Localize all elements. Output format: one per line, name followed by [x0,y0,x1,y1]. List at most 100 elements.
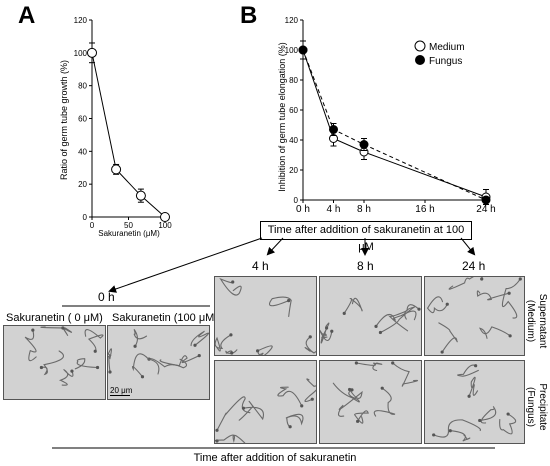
spore [330,329,334,333]
col-header-24h: 24 h [462,259,486,273]
spore [310,397,314,401]
panel-a-y-tick-label: 0 [83,213,88,222]
panel-a-y-tick-label: 40 [78,147,87,156]
panel-a-point [135,190,146,201]
panel-b-x-tick-label: 4 h [327,204,341,215]
hypha-strand [448,277,483,290]
hypha-strand [355,362,383,372]
panel-a-chart: 0 20 40 60 80 100 120 0 50 100 Ratio of germ tube… [59,16,172,238]
spore [391,361,395,365]
hypha-strand [304,378,316,403]
arrow-24h [460,237,476,256]
panel-a-point [111,164,122,175]
spore [133,344,137,348]
arrow-4h [266,237,284,256]
panel-b-point-fungus [329,125,338,134]
panel-b-y-tick-label: 120 [285,16,299,25]
hypha-strand [190,330,209,347]
hypha-strand [499,413,517,435]
panel-a-xlabel: Sakuranetin (μM) [98,229,160,238]
spore [229,333,233,337]
hypha-strand [58,368,74,386]
hypha-strand [476,290,510,301]
spore [61,326,65,330]
hypha-strand [84,329,104,352]
hypha-strand [320,329,333,341]
panel-a-x-tick-label: 50 [124,221,133,230]
panel-b-x-tick-label: 8 h [357,204,371,215]
hypha-strand [343,297,363,314]
spore [93,349,97,353]
panel-a-ylabel: Ratio of germ tube growth (%) [59,60,69,180]
spore [324,326,329,330]
spore [215,428,219,432]
spore [432,433,436,437]
legend-medium-marker [414,40,426,52]
hypha-strand [433,419,482,438]
spore [508,334,512,338]
spore [342,311,346,315]
spore [230,351,234,355]
hypha-strand [479,326,511,339]
spore [197,353,201,358]
spore [440,350,444,354]
spore [241,406,246,410]
right-micro-label: Sakuranetin (100 μM) [112,312,218,324]
spore [39,365,44,370]
spore [478,418,482,423]
panel-b-y-tick-label: 60 [289,106,298,115]
hypha-strand [304,336,316,354]
panel-b-point-fungus [298,45,308,55]
micrograph-medium-8h [319,276,422,356]
micrograph-medium-4h [214,276,317,356]
hypha-strand [388,304,420,332]
hypha-strand [479,406,497,424]
micrograph-background [320,361,421,443]
hypha-strand [449,430,471,442]
spore [140,375,145,379]
panel-b-x-tick-label: 0 h [296,204,310,215]
hypha-strand [257,345,273,355]
panel-b-x-tick-label: 24 h [476,204,495,215]
col-header-8h: 8 h [357,259,374,273]
spore [70,369,74,373]
micrograph-background [425,277,524,355]
spore [287,299,291,303]
micrograph-background [215,277,316,355]
micrograph-background [320,277,421,355]
panel-a-point [160,212,170,222]
micrograph-0um [3,325,106,400]
hypha-strand [320,322,330,344]
micrograph-fungus-24h [424,360,525,444]
panel-a-y-tick-label: 80 [78,82,87,91]
hypha-strand [40,350,64,376]
spore [308,335,312,339]
bottom-caption: Time after addition of sakuranetin [193,452,357,464]
legend-medium-label: Medium [429,42,465,53]
spore [380,386,384,390]
panel-a-y-tick-label: 120 [74,16,88,25]
spore [256,349,260,353]
spore [354,361,358,365]
spore [356,419,360,423]
panel-b-y-tick-label: 80 [289,76,298,85]
panel-b-point-fungus [481,195,491,205]
micrograph-fungus-4h [214,360,317,444]
panel-b-x-tick-label: 16 h [415,204,434,215]
hypha-strand [438,322,458,353]
hypha-strand [268,296,292,318]
spore [231,280,235,284]
hypha-strand [238,400,264,421]
hypha-strand [215,334,232,352]
panel-a-point [87,47,97,58]
panel-b-point-fungus [359,140,369,149]
hypha-strand [332,382,360,403]
hypha-strand [426,296,448,314]
panel-b-chart: 0 20 40 60 80 100 120 0 h 4 h 8 h 16 h 24 h Inhibit… [277,16,496,215]
spore [480,277,484,281]
panel-a-letter: A [18,2,36,29]
hypha-strand [277,386,303,407]
spore [350,388,354,392]
row-label-fungus: Precipitate (Fungus) [524,373,548,441]
